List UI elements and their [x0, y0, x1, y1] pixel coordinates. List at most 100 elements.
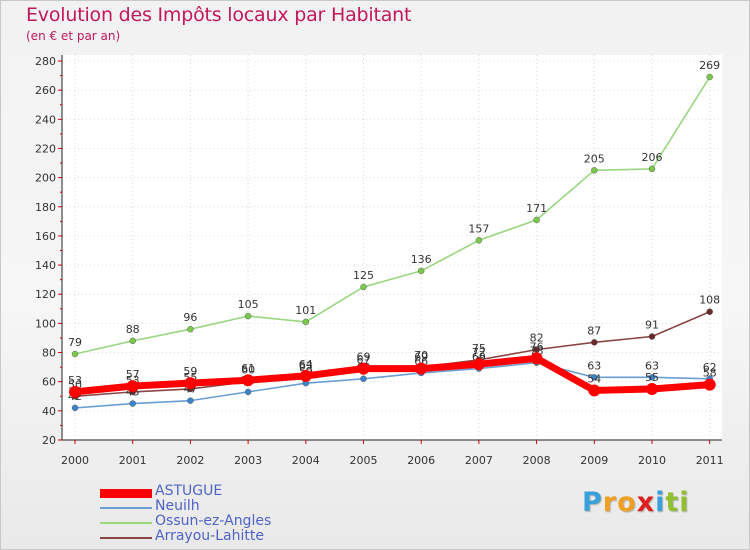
data-point-astugue [703, 378, 716, 391]
data-label-neuilh: 62 [703, 361, 717, 374]
data-label-astugue: 64 [299, 358, 313, 371]
data-label-astugue: 53 [68, 374, 82, 387]
data-point-arrayou-lahitte [591, 339, 598, 346]
y-tick-label: 80 [42, 347, 56, 360]
data-label-arrayou-lahitte: 63 [299, 359, 313, 372]
data-point-arrayou-lahitte [706, 308, 713, 315]
data-point-neuilh [187, 397, 194, 404]
y-tick-label: 180 [35, 201, 56, 214]
x-tick-label: 2011 [696, 454, 724, 467]
data-label-astugue: 76 [530, 340, 544, 353]
logo-letter: x [636, 487, 656, 518]
y-tick-label: 200 [35, 172, 56, 185]
data-label-arrayou-lahitte: 75 [472, 342, 486, 355]
data-label-arrayou-lahitte: 87 [587, 324, 601, 337]
data-label-ossun-ez-angles: 79 [68, 336, 82, 349]
x-tick-label: 2003 [234, 454, 262, 467]
x-tick-label: 2007 [465, 454, 493, 467]
data-point-ossun-ez-angles [129, 337, 136, 345]
data-point-ossun-ez-angles [418, 267, 425, 275]
data-point-astugue [646, 382, 658, 395]
y-tick-label: 120 [35, 288, 56, 301]
y-tick-label: 240 [35, 113, 56, 126]
series-line-ossun-ez-angles [74, 76, 711, 355]
data-label-arrayou-lahitte: 70 [414, 349, 428, 362]
y-tick-label: 160 [35, 230, 56, 243]
y-tick-label: 280 [35, 55, 56, 68]
data-label-arrayou-lahitte: 108 [699, 294, 720, 307]
data-point-astugue [299, 369, 312, 382]
chart-title: Evolution des Impôts locaux par Habitant [26, 4, 412, 26]
y-tick-label: 140 [35, 259, 56, 272]
data-point-ossun-ez-angles [706, 73, 713, 81]
x-tick-label: 2004 [292, 454, 320, 467]
data-point-astugue [530, 352, 543, 365]
data-label-ossun-ez-angles: 205 [584, 152, 605, 165]
data-point-astugue [126, 380, 139, 393]
legend-swatch [100, 507, 152, 509]
data-point-ossun-ez-angles [591, 167, 598, 174]
data-label-ossun-ez-angles: 125 [353, 269, 374, 282]
legend-swatch [100, 537, 152, 539]
legend-label: Ossun-ez-Angles [155, 513, 272, 529]
data-label-astugue: 55 [645, 371, 659, 384]
data-point-ossun-ez-angles [71, 350, 79, 358]
x-tick-label: 2010 [638, 454, 666, 467]
data-label-astugue: 69 [414, 351, 428, 364]
x-tick-label: 2009 [580, 454, 608, 467]
data-point-ossun-ez-angles [244, 312, 252, 320]
data-label-ossun-ez-angles: 101 [295, 304, 316, 317]
data-label-arrayou-lahitte: 60 [241, 364, 255, 377]
x-tick-label: 2005 [350, 454, 378, 467]
legend-label: Arrayou-Lahitte [155, 528, 264, 544]
logo-letter: o [617, 487, 637, 518]
data-label-astugue: 61 [241, 362, 255, 375]
data-point-astugue [357, 362, 370, 375]
data-label-ossun-ez-angles: 136 [411, 253, 432, 266]
data-label-ossun-ez-angles: 171 [526, 202, 547, 215]
logo-letter: t [665, 487, 680, 518]
y-tick-label: 60 [42, 376, 56, 389]
data-point-arrayou-lahitte [648, 333, 656, 340]
y-tick-label: 220 [35, 142, 56, 155]
data-label-ossun-ez-angles: 105 [238, 298, 259, 311]
data-label-neuilh: 63 [587, 359, 601, 372]
data-label-ossun-ez-angles: 269 [699, 59, 720, 72]
proxiti-logo: Proxiti [582, 487, 690, 518]
data-label-astugue: 59 [183, 365, 197, 378]
data-point-astugue [242, 374, 255, 387]
data-point-ossun-ez-angles [648, 165, 656, 173]
y-tick-label: 20 [42, 434, 56, 447]
data-label-neuilh: 63 [645, 359, 659, 372]
data-point-astugue [69, 385, 81, 398]
data-point-astugue [472, 358, 485, 371]
data-point-astugue [184, 377, 197, 390]
chart-subtitle: (en € et par an) [26, 29, 121, 43]
legend-label: Neuilh [155, 498, 200, 514]
data-label-astugue: 72 [472, 346, 486, 359]
data-point-astugue [588, 384, 601, 397]
series-line-astugue [71, 354, 714, 396]
data-point-astugue [415, 362, 428, 375]
x-tick-label: 2001 [119, 454, 147, 467]
series-line-neuilh [74, 361, 711, 409]
logo-letter: P [582, 487, 603, 518]
data-point-neuilh [129, 400, 136, 407]
legend-swatch [100, 522, 152, 524]
x-tick-label: 2000 [61, 454, 89, 467]
legend-swatch [100, 488, 152, 498]
y-tick-label: 100 [35, 317, 56, 330]
legend-label: ASTUGUE [155, 483, 223, 499]
data-label-astugue: 54 [587, 372, 601, 385]
data-label-astugue: 58 [703, 367, 717, 380]
data-point-neuilh [71, 404, 79, 412]
data-label-arrayou-lahitte: 82 [530, 332, 544, 345]
data-label-ossun-ez-angles: 96 [183, 311, 197, 324]
y-tick-label: 260 [35, 84, 56, 97]
logo-letter: i [655, 487, 666, 518]
data-point-neuilh [648, 374, 656, 381]
data-label-ossun-ez-angles: 206 [642, 151, 663, 164]
data-point-neuilh [244, 388, 252, 396]
x-tick-label: 2002 [176, 454, 204, 467]
data-point-ossun-ez-angles [187, 326, 194, 333]
